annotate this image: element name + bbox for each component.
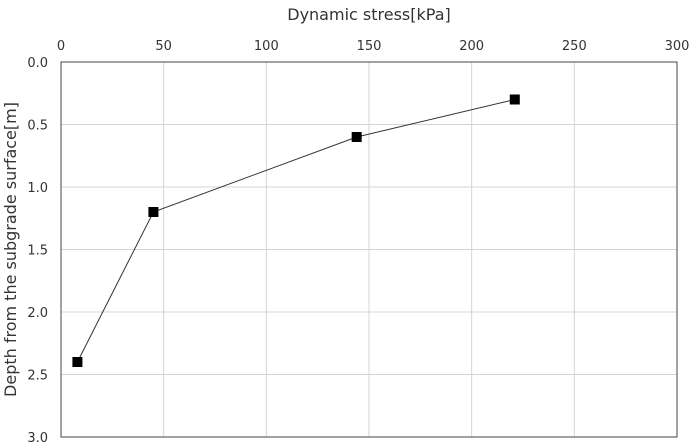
x-tick-label: 0 bbox=[57, 39, 65, 54]
y-axis-tick-labels: 0.0 0.5 1.0 1.5 2.0 2.5 3.0 bbox=[27, 56, 48, 443]
y-tick-label: 0.5 bbox=[27, 119, 48, 134]
data-point-marker bbox=[509, 94, 520, 105]
x-tick-label: 150 bbox=[357, 39, 382, 54]
x-tick-label: 200 bbox=[459, 39, 484, 54]
x-axis-title: Dynamic stress[kPa] bbox=[287, 5, 450, 24]
plot-area bbox=[60, 61, 678, 438]
x-tick-label: 50 bbox=[155, 39, 172, 54]
data-point-marker bbox=[148, 207, 159, 217]
y-tick-label: 2.5 bbox=[27, 369, 48, 384]
x-tick-label: 300 bbox=[665, 39, 690, 54]
y-tick-label: 0.0 bbox=[27, 56, 48, 71]
y-axis-title: Depth from the subgrade surface[m] bbox=[1, 102, 20, 397]
y-tick-label: 1.0 bbox=[27, 181, 48, 196]
grid bbox=[60, 61, 678, 438]
x-axis-tick-labels: 0 50 100 150 200 250 300 bbox=[57, 39, 690, 54]
data-point-marker bbox=[72, 357, 83, 367]
x-tick-label: 100 bbox=[254, 39, 279, 54]
y-tick-label: 3.0 bbox=[27, 431, 48, 443]
y-tick-label: 2.0 bbox=[27, 306, 48, 321]
x-tick-label: 250 bbox=[562, 39, 587, 54]
series-line bbox=[76, 99, 515, 363]
data-point-marker bbox=[351, 132, 362, 142]
series-layer bbox=[72, 94, 520, 367]
y-tick-label: 1.5 bbox=[27, 244, 48, 259]
